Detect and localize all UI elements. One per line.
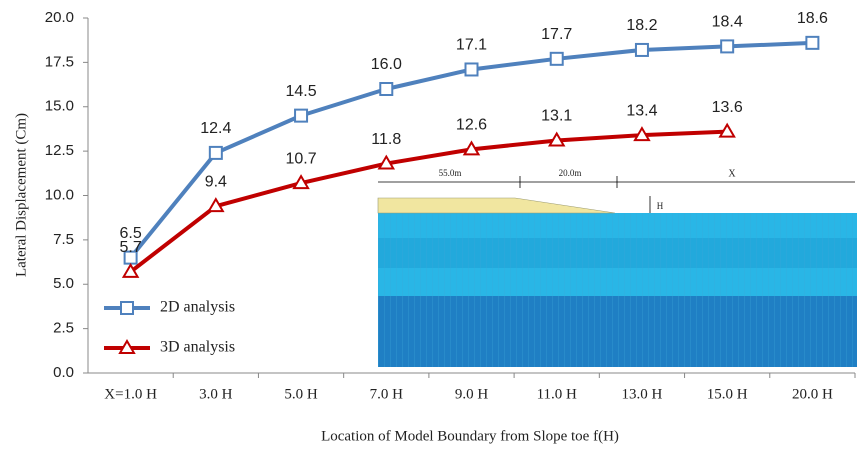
- y-tick-label: 5.0: [53, 275, 74, 292]
- x-axis-title: Location of Model Boundary from Slope to…: [321, 428, 619, 444]
- data-label: 14.5: [285, 83, 316, 100]
- y-axis-title: Lateral Displacement (Cm): [13, 113, 29, 277]
- data-label: 18.6: [797, 10, 828, 27]
- data-label: 5.7: [119, 239, 141, 256]
- y-tick-label: 17.5: [45, 53, 74, 70]
- marker: [292, 174, 310, 190]
- marker: [462, 140, 481, 156]
- marker: [207, 197, 225, 213]
- data-label: 18.2: [626, 17, 657, 34]
- marker: [120, 301, 134, 315]
- y-tick-label: 15.0: [45, 98, 74, 115]
- x-tick-label: 9.0 H: [455, 386, 489, 402]
- inset-label: 55.0m: [439, 168, 462, 178]
- marker: [379, 82, 394, 96]
- data-label: 10.7: [285, 150, 316, 167]
- data-label: 17.1: [456, 37, 487, 54]
- x-tick-label: X=1.0 H: [104, 386, 157, 402]
- x-tick-label: 3.0 H: [199, 386, 233, 402]
- model-inset: [377, 176, 857, 367]
- data-label: 12.4: [200, 120, 231, 137]
- marker: [805, 35, 820, 50]
- y-tick-label: 0.0: [53, 364, 74, 381]
- data-label: 6.5: [119, 225, 141, 242]
- marker: [208, 145, 223, 160]
- y-tick-label: 2.5: [53, 320, 74, 337]
- x-tick-label: 7.0 H: [370, 386, 404, 402]
- series-line: [129, 129, 728, 274]
- marker: [547, 131, 566, 147]
- marker: [464, 62, 479, 77]
- x-tick-label: 5.0 H: [284, 386, 318, 402]
- marker: [720, 39, 735, 54]
- data-label: 18.4: [712, 14, 743, 31]
- marker: [718, 122, 736, 138]
- marker: [549, 51, 564, 66]
- y-tick-label: 12.5: [45, 142, 74, 159]
- data-label: 13.1: [541, 108, 572, 125]
- marker: [377, 154, 396, 170]
- y-tick-label: 20.0: [45, 9, 74, 26]
- inset-label: 20.0m: [559, 168, 582, 178]
- legend-label: 3D analysis: [160, 339, 235, 356]
- marker: [634, 42, 649, 57]
- inset-label: H: [657, 201, 664, 211]
- x-tick-label: 15.0 H: [707, 386, 748, 402]
- x-tick-label: 11.0 H: [537, 386, 577, 402]
- data-label: 9.4: [205, 173, 227, 190]
- data-label: 17.7: [541, 26, 572, 43]
- marker: [294, 108, 309, 123]
- x-tick-label: 13.0 H: [622, 386, 663, 402]
- data-label: 13.4: [626, 102, 657, 119]
- y-tick-label: 10.0: [45, 186, 74, 203]
- data-label: 12.6: [456, 117, 487, 134]
- data-label: 16.0: [371, 56, 402, 73]
- legend-label: 2D analysis: [160, 299, 235, 316]
- marker: [633, 126, 651, 142]
- data-label: 11.8: [371, 131, 401, 148]
- marker: [118, 339, 136, 354]
- data-label: 13.6: [712, 99, 743, 116]
- marker: [121, 262, 140, 278]
- inset-label: X: [728, 168, 736, 179]
- y-tick-label: 7.5: [53, 231, 74, 248]
- x-tick-label: 20.0 H: [792, 386, 833, 402]
